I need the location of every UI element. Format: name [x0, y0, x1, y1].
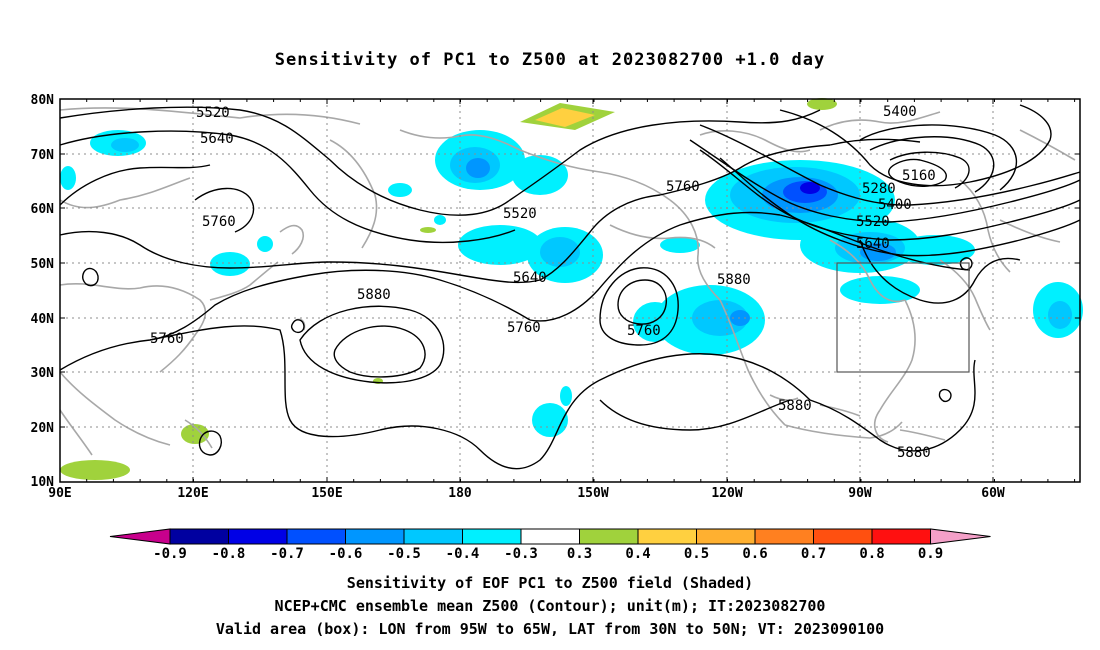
coastlines [59, 107, 1076, 456]
contour-label: 5640 [200, 131, 234, 147]
map-frame [59, 98, 1081, 483]
contour-label: 5880 [717, 272, 751, 288]
colorbar-box [286, 528, 346, 545]
lon-tick-label: 90E [48, 486, 71, 501]
contour-label: 5280 [862, 181, 896, 197]
map-title: Sensitivity of PC1 to Z500 at 2023082700… [274, 50, 826, 70]
colorbar-box [754, 528, 814, 545]
colorbar-label: -0.7 [270, 546, 304, 562]
colorbar-label: 0.8 [859, 546, 884, 562]
sensitivity-shading [60, 98, 1083, 480]
colorbar-label: -0.6 [329, 546, 363, 562]
contour-label: 5760 [666, 179, 700, 195]
colorbar-box [696, 528, 756, 545]
lat-tick-label: 30N [31, 366, 55, 381]
contour-label: 5640 [513, 270, 547, 286]
colorbar: -0.9 -0.8 -0.7 -0.6 -0.5 -0.4 -0.3 0.3 0.4 0.5 0.6… [109, 528, 991, 562]
colorbar-box [871, 528, 931, 545]
colorbar-box [169, 528, 229, 545]
colorbar-box [813, 528, 873, 545]
colorbar-box [520, 528, 580, 545]
lon-tick-label: 60W [981, 486, 1005, 501]
colorbar-label: 0.6 [742, 546, 767, 562]
lon-tick-label: 150W [577, 486, 608, 501]
map-grid [60, 99, 1080, 482]
colorbar-label: 0.7 [801, 546, 826, 562]
colorbar-label: -0.5 [387, 546, 421, 562]
lon-labels: 90E 120E 150E 180 150W 120W 90W 60W [48, 486, 1005, 501]
lat-tick-label: 60N [31, 202, 55, 217]
contour-label: 5400 [883, 104, 917, 120]
contour-label: 5760 [627, 323, 661, 339]
contour-label: 5880 [778, 398, 812, 414]
contour-label: 5760 [150, 331, 184, 347]
contour-label: 5760 [507, 320, 541, 336]
valid-area-box [836, 262, 970, 373]
colorbar-box [462, 528, 522, 545]
lat-tick-label: 10N [31, 475, 55, 490]
tick-marks [59, 98, 1080, 483]
lon-tick-label: 120E [177, 486, 208, 501]
colorbar-box [345, 528, 405, 545]
lat-tick-label: 40N [31, 312, 55, 327]
lat-tick-label: 80N [31, 93, 55, 108]
contour-labels: 5520 5640 5760 5760 5520 5640 5760 5760 … [150, 104, 936, 461]
contour-label: 5520 [196, 105, 230, 121]
caption-line-1: Sensitivity of EOF PC1 to Z500 field (Sh… [346, 574, 754, 592]
contour-label: 5520 [856, 214, 890, 230]
lon-tick-label: 150E [311, 486, 342, 501]
contour-label: 5880 [357, 287, 391, 303]
caption-line-3: Valid area (box): LON from 95W to 65W, L… [215, 620, 885, 638]
colorbar-label: 0.4 [625, 546, 650, 562]
colorbar-label: 0.3 [567, 546, 592, 562]
colorbar-label: -0.4 [446, 546, 480, 562]
contour-label: 5880 [897, 445, 931, 461]
colorbar-box [228, 528, 288, 545]
lat-tick-label: 70N [31, 148, 55, 163]
contour-label: 5640 [856, 236, 890, 252]
contour-label: 5400 [878, 197, 912, 213]
colorbar-label: -0.3 [504, 546, 538, 562]
colorbar-box [579, 528, 639, 545]
colorbar-label: 0.9 [918, 546, 943, 562]
colorbar-label: 0.5 [684, 546, 709, 562]
colorbar-low-triangle [109, 528, 171, 545]
colorbar-label: -0.8 [212, 546, 246, 562]
colorbar-box [637, 528, 697, 545]
lat-tick-label: 20N [31, 421, 55, 436]
colorbar-high-triangle [930, 528, 991, 545]
lat-tick-label: 50N [31, 257, 55, 272]
lon-tick-label: 90W [848, 486, 872, 501]
contour-label: 5760 [202, 214, 236, 230]
contour-label: 5520 [503, 206, 537, 222]
lon-tick-label: 180 [448, 486, 472, 501]
colorbar-box [403, 528, 463, 545]
lat-labels: 80N 70N 60N 50N 40N 30N 20N 10N [31, 93, 55, 490]
caption-line-2: NCEP+CMC ensemble mean Z500 (Contour); u… [274, 597, 826, 615]
contour-label: 5160 [902, 168, 936, 184]
z500-contours [59, 104, 1081, 470]
lon-tick-label: 120W [711, 486, 742, 501]
colorbar-label: -0.9 [153, 546, 187, 562]
